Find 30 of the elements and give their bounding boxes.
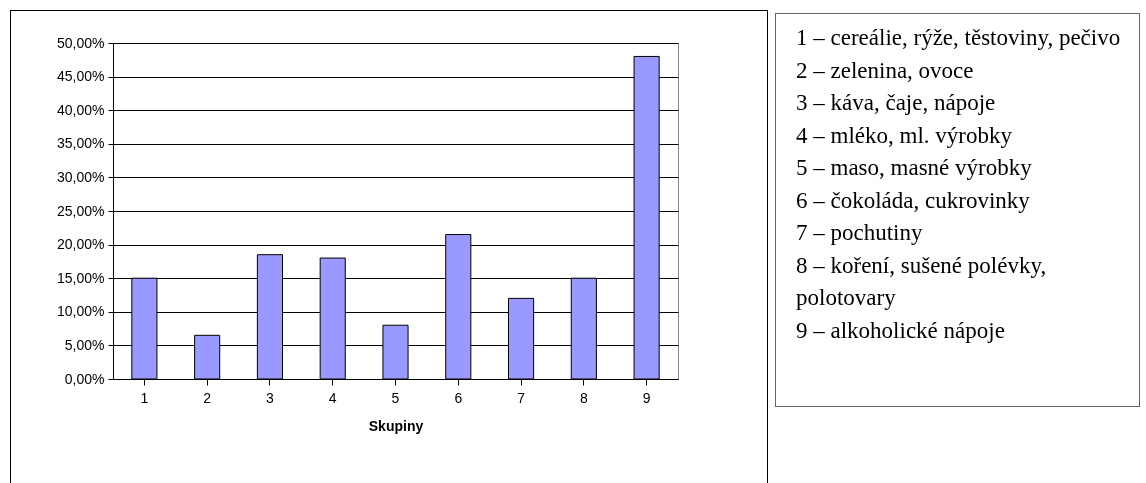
x-tick-label: 8 [579, 389, 588, 406]
y-tick-label: 35,00% [57, 135, 105, 152]
x-tick-label: 6 [454, 389, 463, 406]
y-tick-label: 0,00% [64, 370, 105, 387]
x-tick-label: 9 [642, 389, 651, 406]
text: 6 – čokoláda, cukrovinky [796, 186, 1031, 215]
x-tick-label: 2 [203, 389, 212, 406]
y-tick-label: 20,00% [57, 236, 105, 253]
text: 2 – zelenina, ovoce [796, 56, 975, 85]
y-tick-label: 50,00% [57, 34, 105, 51]
text: 5 – maso, masné výrobky [796, 154, 1033, 182]
text: 4 – mléko, ml. výrobky [796, 121, 1013, 150]
y-tick-label: 45,00% [57, 68, 105, 85]
x-axis-title: Skupiny [368, 417, 424, 434]
text: 8 – koření, sušené polévky, polotovary [796, 251, 1048, 312]
x-tick-label: 4 [328, 389, 337, 406]
y-tick-label: 5,00% [64, 336, 105, 353]
x-tick-label: 1 [140, 389, 149, 406]
x-tick-label: 5 [391, 389, 400, 406]
y-tick-label: 10,00% [57, 303, 105, 320]
y-tick-label: 40,00% [57, 101, 105, 118]
text: 1 – cereálie, rýže, těstoviny, pečivo [796, 24, 1122, 52]
text: 7 – pochutiny [796, 219, 924, 247]
text: 9 – alkoholické nápoje [796, 316, 1006, 345]
x-tick-label: 3 [266, 389, 275, 406]
y-tick-label: 25,00% [57, 202, 105, 219]
x-tick-label: 7 [517, 389, 526, 406]
y-tick-label: 15,00% [57, 269, 105, 286]
text: 3 – káva, čaje, nápoje [796, 89, 997, 117]
y-tick-label: 30,00% [57, 168, 105, 185]
